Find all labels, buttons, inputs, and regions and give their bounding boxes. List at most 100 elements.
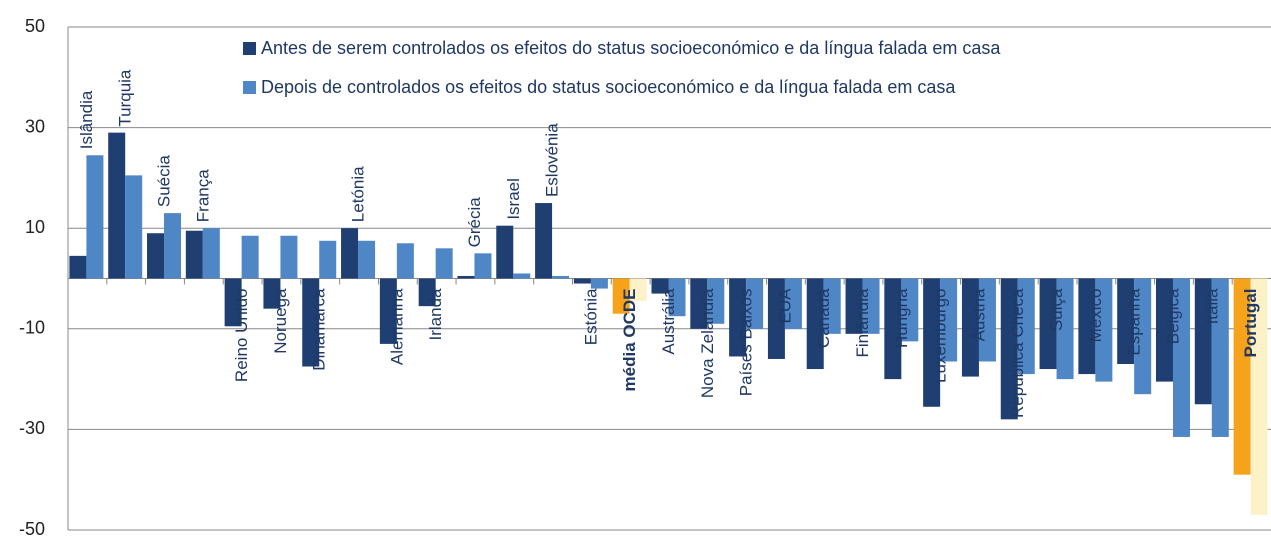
category-label: México — [1086, 289, 1105, 343]
bar — [1155, 278, 1173, 382]
bar — [884, 278, 902, 380]
bar — [1211, 278, 1229, 437]
category-label: Canadá — [814, 288, 833, 348]
bar — [746, 278, 764, 329]
bar — [358, 240, 376, 279]
bar — [1095, 278, 1113, 382]
legend-label: Antes de serem controlados os efeitos do… — [261, 38, 1001, 58]
category-label: Bélgica — [1163, 288, 1182, 344]
category-label: Irlanda — [426, 288, 445, 341]
bar — [69, 255, 87, 279]
bar — [1000, 278, 1018, 420]
bar — [862, 278, 880, 334]
bar — [319, 240, 337, 279]
bar — [1250, 278, 1268, 515]
bar — [901, 278, 919, 342]
bar — [590, 278, 608, 289]
category-label: Suécia — [155, 155, 174, 208]
bar — [379, 278, 397, 344]
y-tick-label: -10 — [19, 318, 45, 338]
legend-label: Depois de controlados os efeitos do stat… — [261, 77, 956, 97]
bar — [629, 278, 647, 302]
y-tick-label: 50 — [25, 16, 45, 36]
bar — [1172, 278, 1190, 437]
bar — [457, 275, 475, 279]
bar — [729, 278, 747, 357]
bar — [1078, 278, 1096, 375]
category-label: Israel — [504, 178, 523, 220]
bar — [1117, 278, 1135, 365]
category-label: Dinamarca — [310, 288, 329, 371]
bar — [1039, 278, 1057, 370]
y-tick-label: 10 — [25, 217, 45, 237]
category-label: Reino Unido — [232, 289, 251, 383]
category-label: Espanha — [1125, 288, 1144, 356]
bar — [263, 278, 281, 309]
legend-swatch — [243, 81, 256, 94]
category-label: Áustria — [969, 288, 988, 341]
category-label: República Checa — [1008, 288, 1027, 418]
bar — [202, 228, 220, 279]
category-label: Portugal — [1241, 289, 1260, 358]
category-label: Nova Zelândia — [698, 288, 717, 398]
bar — [147, 233, 165, 279]
category-label: Noruega — [271, 288, 290, 354]
bar — [978, 278, 996, 362]
legend-swatch — [243, 42, 256, 55]
bar — [1194, 278, 1212, 405]
bar — [823, 278, 841, 334]
category-label: Estónia — [581, 288, 600, 345]
category-label: Itália — [1202, 288, 1221, 324]
y-tick-label: 30 — [25, 116, 45, 136]
bar — [1134, 278, 1152, 395]
bar — [396, 243, 414, 279]
bar — [535, 203, 553, 279]
category-label: Países Baixos — [737, 289, 756, 397]
category-label: França — [193, 169, 212, 222]
bar — [1233, 278, 1251, 475]
category-label: Austrália — [659, 288, 678, 355]
bar — [961, 278, 979, 377]
bar — [1056, 278, 1074, 380]
bar — [707, 278, 725, 324]
bar — [513, 273, 531, 279]
category-label: Turquia — [116, 69, 135, 127]
bar — [108, 132, 126, 279]
category-label: Suiça — [1047, 288, 1066, 331]
bar — [767, 278, 785, 359]
category-label: Islândia — [77, 90, 96, 149]
category-label: Grécia — [465, 197, 484, 248]
bar — [224, 278, 242, 327]
bar — [341, 228, 359, 279]
bar — [185, 230, 203, 279]
category-label: Alemanha — [387, 288, 406, 365]
bar — [690, 278, 708, 329]
category-label: Finlândia — [853, 288, 872, 358]
y-tick-label: -50 — [19, 519, 45, 539]
bar — [784, 278, 802, 329]
bar — [302, 278, 320, 367]
bar — [923, 278, 941, 407]
category-label: Hungria — [892, 288, 911, 348]
bar — [496, 225, 514, 279]
bar — [806, 278, 824, 370]
bar — [125, 175, 143, 279]
bar — [668, 278, 686, 317]
category-label: Letónia — [349, 166, 368, 222]
bar — [86, 155, 104, 279]
bar — [418, 278, 436, 307]
bar — [241, 235, 259, 279]
bar — [552, 275, 570, 279]
bar — [573, 278, 591, 284]
bar — [940, 278, 958, 362]
bar — [435, 248, 453, 279]
y-tick-label: -30 — [19, 418, 45, 438]
category-label: Eslovénia — [543, 123, 562, 197]
category-label: Luxemburgo — [931, 289, 950, 384]
bar — [845, 278, 863, 334]
bar — [651, 278, 669, 294]
bar — [280, 235, 298, 279]
bar — [1017, 278, 1035, 375]
bar — [474, 253, 492, 279]
